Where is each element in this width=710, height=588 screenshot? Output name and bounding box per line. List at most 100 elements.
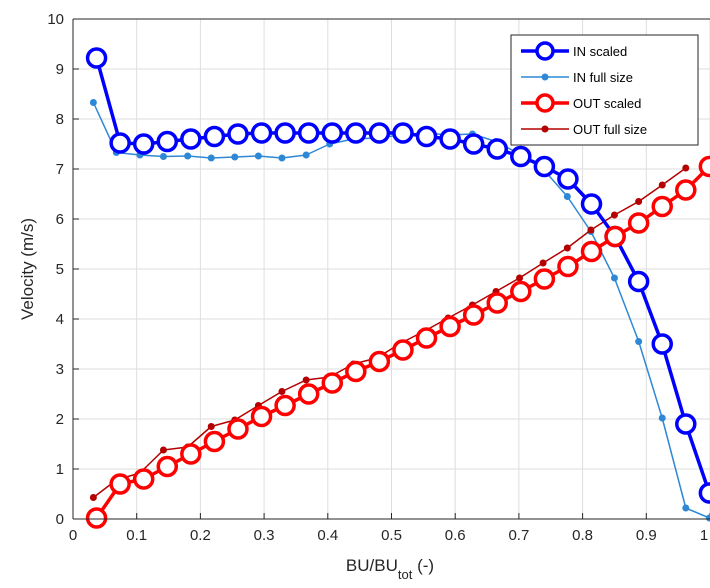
x-axis-label: BU/BUtot (-) — [346, 556, 434, 582]
legend-marker-out-scaled — [535, 93, 555, 113]
y-tick-label: 0 — [56, 511, 64, 528]
data-point-out-scaled — [180, 443, 202, 465]
data-point-out-full-size — [159, 446, 167, 454]
y-tick-label: 10 — [47, 11, 64, 28]
data-point-out-scaled — [698, 155, 710, 178]
data-point-out-scaled — [227, 418, 249, 440]
data-point-out-full-size — [635, 198, 643, 205]
x-axis-ticks: 0 0.1 0.2 0.3 0.4 0.5 0.6 0.7 0.8 0.9 1 — [69, 513, 710, 544]
y-tick-label: 3 — [56, 361, 64, 378]
data-point-in-scaled — [109, 132, 131, 154]
data-point-in-full-size — [254, 152, 262, 160]
data-point-out-full-size — [278, 388, 286, 395]
data-point-in-full-size — [610, 274, 618, 282]
y-tick-label: 2 — [56, 411, 64, 428]
x-tick-label: 0.4 — [317, 527, 338, 544]
data-point-out-full-size — [539, 259, 547, 267]
data-point-in-scaled — [227, 123, 249, 145]
data-point-in-scaled — [203, 125, 226, 148]
data-point-out-scaled — [439, 315, 461, 338]
data-point-in-full-size — [159, 153, 167, 160]
x-axis-label-main: BU/BU — [346, 556, 398, 575]
data-point-out-scaled — [109, 473, 131, 495]
data-point-in-full-size — [682, 504, 690, 512]
data-point-in-full-size — [184, 152, 192, 160]
legend-marker-in-full-size — [541, 73, 549, 81]
data-point-out-scaled — [321, 372, 344, 394]
legend-marker-in-scaled — [535, 41, 555, 61]
legend: IN scaled IN full size OUT scaled OUT full … — [510, 34, 699, 146]
data-point-in-scaled — [345, 122, 367, 144]
data-point-out-full-size — [302, 376, 310, 384]
x-axis-label-unit: (-) — [412, 556, 434, 575]
x-axis-label-subscript: tot — [398, 567, 413, 582]
data-point-out-scaled — [462, 304, 485, 326]
y-tick-label: 1 — [56, 461, 64, 478]
data-point-out-scaled — [85, 507, 108, 529]
data-point-in-scaled — [675, 413, 697, 435]
data-point-out-scaled — [297, 383, 320, 405]
data-point-in-full-size — [278, 154, 286, 162]
x-tick-label: 0.9 — [636, 527, 657, 544]
data-point-out-full-size — [89, 494, 97, 501]
data-point-out-scaled — [651, 195, 673, 218]
legend-label-out-full-size: OUT full size — [573, 122, 647, 137]
y-tick-label: 7 — [56, 161, 64, 178]
series-layer — [85, 47, 710, 529]
data-point-out-scaled — [557, 255, 579, 278]
data-point-in-scaled — [698, 482, 710, 504]
y-tick-label: 4 — [56, 311, 64, 328]
data-point-out-full-size — [563, 244, 571, 252]
data-point-out-scaled — [510, 280, 532, 303]
data-point-in-scaled — [180, 128, 202, 150]
legend-label-in-scaled: IN scaled — [573, 44, 627, 59]
data-point-in-scaled — [533, 155, 556, 178]
data-point-in-scaled — [85, 47, 108, 69]
x-tick-label: 0.2 — [190, 527, 211, 544]
data-point-in-full-size — [563, 193, 571, 200]
legend-label-out-scaled: OUT scaled — [573, 96, 641, 111]
data-point-out-full-size — [207, 423, 215, 430]
data-point-in-scaled — [156, 130, 179, 153]
data-point-in-scaled — [368, 122, 391, 144]
x-tick-label: 0.6 — [445, 527, 466, 544]
data-point-in-scaled — [510, 145, 532, 168]
data-point-in-scaled — [486, 138, 508, 160]
legend-marker-out-full-size — [541, 125, 549, 133]
data-point-in-scaled — [462, 133, 485, 155]
x-tick-label: 0 — [69, 527, 77, 544]
x-tick-label: 0.3 — [254, 527, 275, 544]
legend-label-in-full-size: IN full size — [573, 70, 633, 85]
data-point-in-scaled — [439, 128, 461, 150]
y-tick-label: 9 — [56, 61, 64, 78]
data-point-out-scaled — [604, 225, 626, 248]
x-tick-label: 0.1 — [126, 527, 147, 544]
data-point-in-full-size — [207, 154, 215, 162]
data-point-out-scaled — [274, 394, 296, 417]
data-point-out-scaled — [675, 179, 697, 201]
data-point-out-scaled — [415, 327, 438, 349]
data-point-out-scaled — [132, 468, 155, 490]
data-point-in-scaled — [627, 270, 650, 293]
x-tick-label: 1 — [700, 527, 708, 544]
data-point-out-full-size — [658, 181, 666, 189]
data-point-in-full-size — [635, 338, 643, 345]
x-tick-label: 0.7 — [508, 527, 529, 544]
y-tick-label: 6 — [56, 211, 64, 228]
y-axis-label: Velocity (m/s) — [18, 218, 37, 320]
x-tick-label: 0.8 — [572, 527, 593, 544]
axes — [72, 18, 710, 520]
data-point-in-scaled — [580, 193, 603, 215]
data-point-in-scaled — [557, 168, 579, 190]
data-point-in-scaled — [250, 122, 273, 144]
data-point-in-scaled — [392, 122, 414, 144]
data-point-out-scaled — [203, 430, 226, 453]
y-tick-label: 8 — [56, 111, 64, 128]
data-point-out-scaled — [392, 339, 414, 361]
data-point-out-scaled — [486, 292, 508, 314]
data-point-out-scaled — [156, 455, 179, 478]
data-point-out-scaled — [627, 212, 650, 234]
data-point-out-scaled — [533, 268, 556, 290]
series-out-scaled — [85, 155, 710, 529]
